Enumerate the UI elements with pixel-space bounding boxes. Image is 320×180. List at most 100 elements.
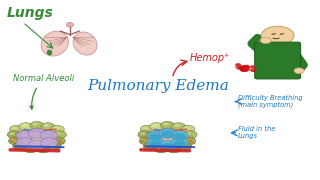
Text: Hemop⁺: Hemop⁺ xyxy=(189,53,230,63)
Ellipse shape xyxy=(12,127,62,150)
Circle shape xyxy=(182,137,196,145)
Circle shape xyxy=(161,131,174,138)
Circle shape xyxy=(24,145,37,153)
Circle shape xyxy=(239,66,244,69)
Circle shape xyxy=(146,144,151,147)
Circle shape xyxy=(54,138,59,141)
Circle shape xyxy=(15,144,20,147)
Circle shape xyxy=(180,144,185,147)
Ellipse shape xyxy=(142,127,193,150)
Circle shape xyxy=(245,69,248,71)
Text: Lungs: Lungs xyxy=(7,6,54,20)
Circle shape xyxy=(28,128,46,138)
Circle shape xyxy=(245,65,250,68)
Circle shape xyxy=(149,141,162,148)
Circle shape xyxy=(28,140,46,150)
Circle shape xyxy=(185,138,189,141)
Circle shape xyxy=(173,133,186,141)
Circle shape xyxy=(184,127,188,130)
Circle shape xyxy=(33,123,37,126)
Circle shape xyxy=(240,69,243,71)
Text: Normal Alveoli: Normal Alveoli xyxy=(13,74,75,109)
Text: Pulmonary Edema: Pulmonary Edema xyxy=(87,79,229,93)
Circle shape xyxy=(21,124,27,127)
Circle shape xyxy=(16,130,34,141)
Circle shape xyxy=(16,138,34,148)
Circle shape xyxy=(11,138,16,141)
Circle shape xyxy=(147,138,164,148)
Circle shape xyxy=(238,66,243,69)
Circle shape xyxy=(143,142,157,150)
Circle shape xyxy=(240,68,248,72)
Circle shape xyxy=(52,137,65,145)
Circle shape xyxy=(170,147,174,149)
Circle shape xyxy=(149,133,162,141)
Circle shape xyxy=(244,65,249,68)
Ellipse shape xyxy=(67,22,73,27)
Circle shape xyxy=(39,147,44,149)
Circle shape xyxy=(159,140,176,150)
Circle shape xyxy=(240,69,243,71)
Circle shape xyxy=(250,68,257,72)
Circle shape xyxy=(152,124,157,127)
Circle shape xyxy=(140,125,154,133)
Circle shape xyxy=(235,63,241,67)
Circle shape xyxy=(241,65,246,69)
Circle shape xyxy=(13,142,27,150)
Circle shape xyxy=(30,122,44,129)
Circle shape xyxy=(154,145,168,153)
Circle shape xyxy=(163,123,168,126)
Circle shape xyxy=(10,132,15,135)
Circle shape xyxy=(172,123,186,130)
Ellipse shape xyxy=(41,31,68,56)
Circle shape xyxy=(157,147,162,149)
Text: Fluid in the
Lungs: Fluid in the Lungs xyxy=(238,126,276,139)
Circle shape xyxy=(161,143,174,150)
FancyBboxPatch shape xyxy=(255,42,301,79)
Circle shape xyxy=(44,124,48,127)
Circle shape xyxy=(12,127,17,130)
Circle shape xyxy=(239,65,250,72)
Circle shape xyxy=(260,37,271,44)
Circle shape xyxy=(161,122,174,129)
Circle shape xyxy=(235,66,239,68)
Circle shape xyxy=(143,127,148,130)
Circle shape xyxy=(142,138,147,141)
Circle shape xyxy=(250,65,255,68)
Circle shape xyxy=(52,131,67,139)
Circle shape xyxy=(50,144,55,147)
Circle shape xyxy=(171,138,188,148)
Circle shape xyxy=(19,123,33,130)
Text: Difficulty Breathing
(main symptom): Difficulty Breathing (main symptom) xyxy=(238,95,303,109)
Circle shape xyxy=(53,127,58,130)
Circle shape xyxy=(178,142,192,150)
Circle shape xyxy=(47,142,61,150)
Circle shape xyxy=(294,68,304,74)
Circle shape xyxy=(41,123,55,130)
Circle shape xyxy=(138,131,152,139)
Circle shape xyxy=(181,125,195,133)
Circle shape xyxy=(55,132,60,135)
Circle shape xyxy=(174,124,179,127)
Circle shape xyxy=(149,123,164,130)
Circle shape xyxy=(51,125,64,133)
Circle shape xyxy=(10,125,23,133)
Circle shape xyxy=(173,141,186,148)
Circle shape xyxy=(140,132,145,135)
Ellipse shape xyxy=(73,32,97,55)
Circle shape xyxy=(26,147,31,149)
Circle shape xyxy=(40,138,58,148)
Circle shape xyxy=(139,137,153,145)
Circle shape xyxy=(40,130,58,141)
Circle shape xyxy=(36,145,50,153)
Circle shape xyxy=(9,137,22,145)
Circle shape xyxy=(237,68,239,70)
Circle shape xyxy=(147,130,164,141)
FancyBboxPatch shape xyxy=(273,43,282,47)
Circle shape xyxy=(7,131,21,139)
Circle shape xyxy=(167,145,181,153)
Circle shape xyxy=(261,26,294,45)
Circle shape xyxy=(186,132,191,135)
Circle shape xyxy=(171,130,188,141)
Circle shape xyxy=(159,128,176,138)
